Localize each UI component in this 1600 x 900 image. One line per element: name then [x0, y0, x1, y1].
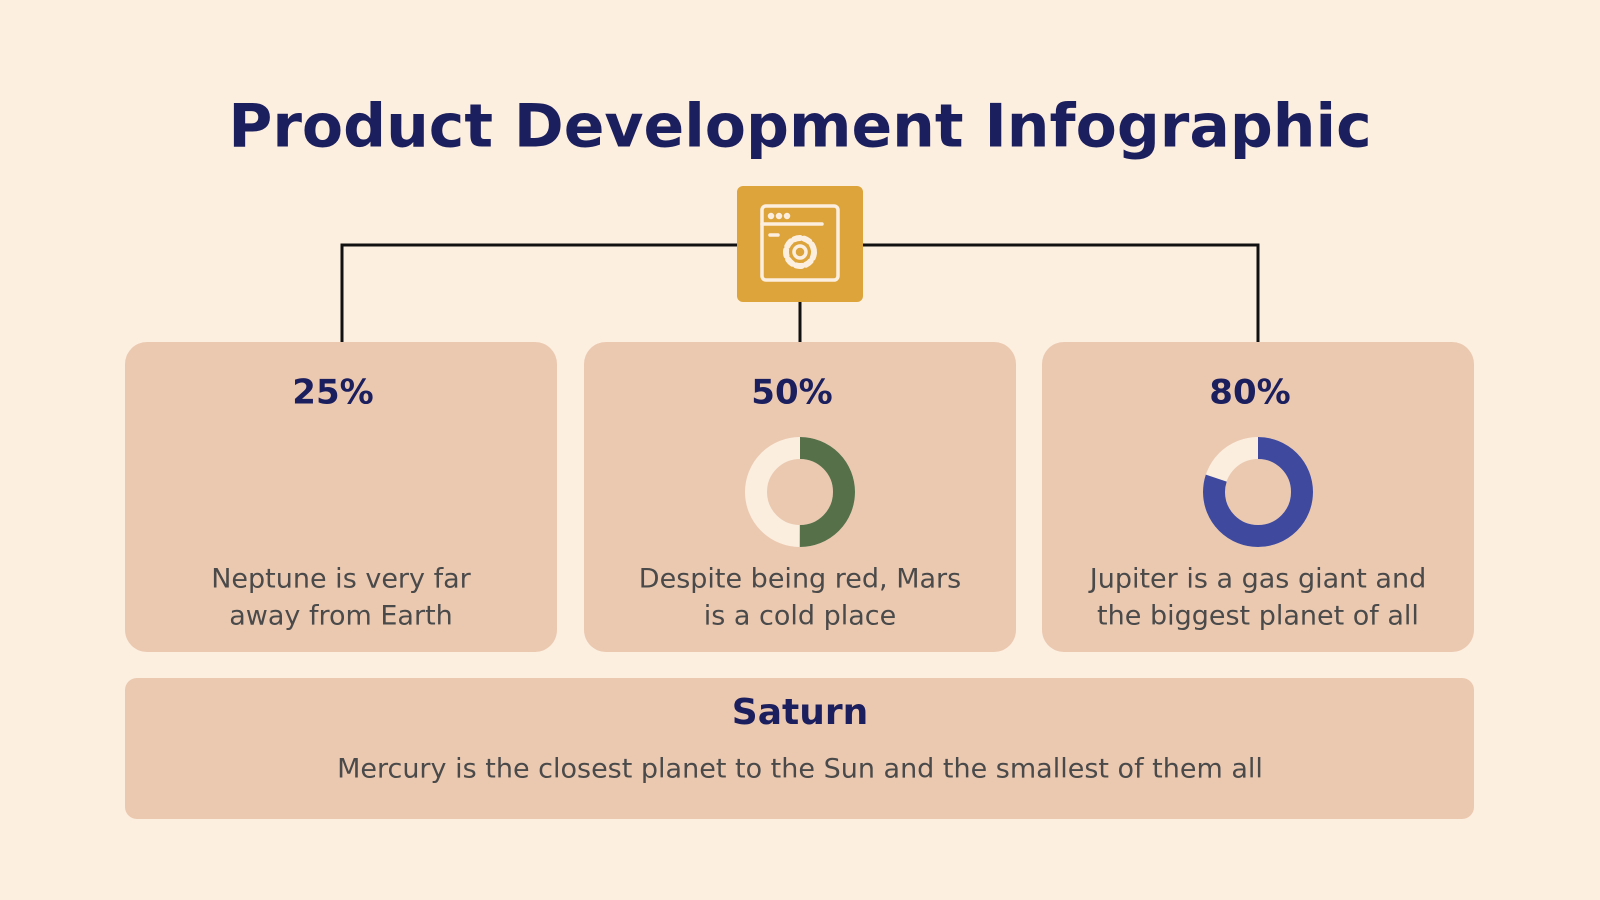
cards: 25% Neptune is very far away from Earth 50%…	[125, 342, 1474, 652]
icon-dot	[783, 212, 791, 220]
title: Product Development Infographic	[228, 92, 1371, 162]
icon-gear	[783, 235, 817, 269]
description: away from Earth	[229, 601, 453, 632]
footer-text: Mercury is the closest planet to the Sun…	[337, 754, 1263, 785]
footer-title: Saturn	[732, 692, 868, 733]
donut-arc	[745, 437, 855, 547]
icon	[760, 204, 840, 282]
card	[125, 342, 557, 652]
icon-dot	[767, 212, 775, 220]
icon-dot	[775, 212, 783, 220]
card	[584, 342, 1016, 652]
description: the biggest planet of all	[1097, 601, 1419, 632]
card	[1042, 342, 1474, 652]
icon-box	[737, 186, 863, 302]
description: is a cold place	[704, 601, 897, 632]
percent-label: 50%	[751, 373, 832, 413]
percent-label: 80%	[1209, 373, 1290, 413]
description: Neptune is very far	[211, 564, 471, 595]
icon-gear-hub	[792, 244, 808, 260]
percent-label: 25%	[292, 373, 373, 413]
icon-window	[760, 204, 840, 282]
footer-card	[125, 678, 1474, 819]
description: Jupiter is a gas giant and	[1088, 564, 1426, 595]
donut-arc	[1203, 437, 1313, 547]
description: Despite being red, Mars	[639, 564, 961, 595]
